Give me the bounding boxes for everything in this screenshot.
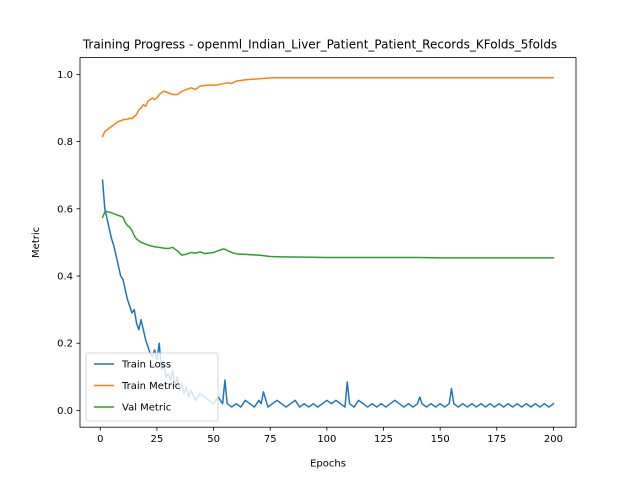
x-tick-label: 125: [374, 434, 393, 445]
y-tick-label: 1.0: [57, 70, 73, 81]
x-tick-label: 200: [544, 434, 563, 445]
plot-area: [101, 77, 555, 408]
x-tick-label: 175: [487, 434, 506, 445]
y-axis: 0.0 0.2 0.4 0.6 0.8 1.0: [57, 70, 80, 417]
y-tick-label: 0.0: [57, 406, 73, 417]
x-tick-label: 0: [97, 434, 103, 445]
legend-label-train-metric: Train Metric: [121, 381, 180, 392]
x-tick-label: 75: [264, 434, 277, 445]
legend-label-val-metric: Val Metric: [122, 403, 171, 414]
y-tick-label: 0.2: [57, 339, 73, 350]
x-tick-label: 100: [317, 434, 336, 445]
y-tick-label: 0.6: [57, 204, 73, 215]
chart-title: Training Progress - openml_Indian_Liver_…: [82, 38, 557, 52]
x-tick-label: 150: [431, 434, 450, 445]
legend-label-train-loss: Train Loss: [121, 360, 171, 371]
legend-box: [85, 352, 219, 422]
legend: Train Loss Train Metric Val Metric: [85, 352, 219, 422]
x-tick-label: 50: [207, 434, 220, 445]
plot-frame: [79, 57, 577, 428]
series-line-val-metric: [101, 210, 555, 259]
x-axis: 0 25 50 75 100 125 150 175 200: [97, 427, 563, 445]
x-tick-label: 25: [151, 434, 164, 445]
y-tick-label: 0.8: [57, 137, 73, 148]
x-axis-label: Epochs: [310, 459, 346, 470]
series-line-train-loss: [101, 179, 555, 408]
y-tick-label: 0.4: [57, 272, 73, 283]
y-axis-label: Metric: [31, 227, 42, 258]
series-line-train-metric: [101, 77, 555, 138]
